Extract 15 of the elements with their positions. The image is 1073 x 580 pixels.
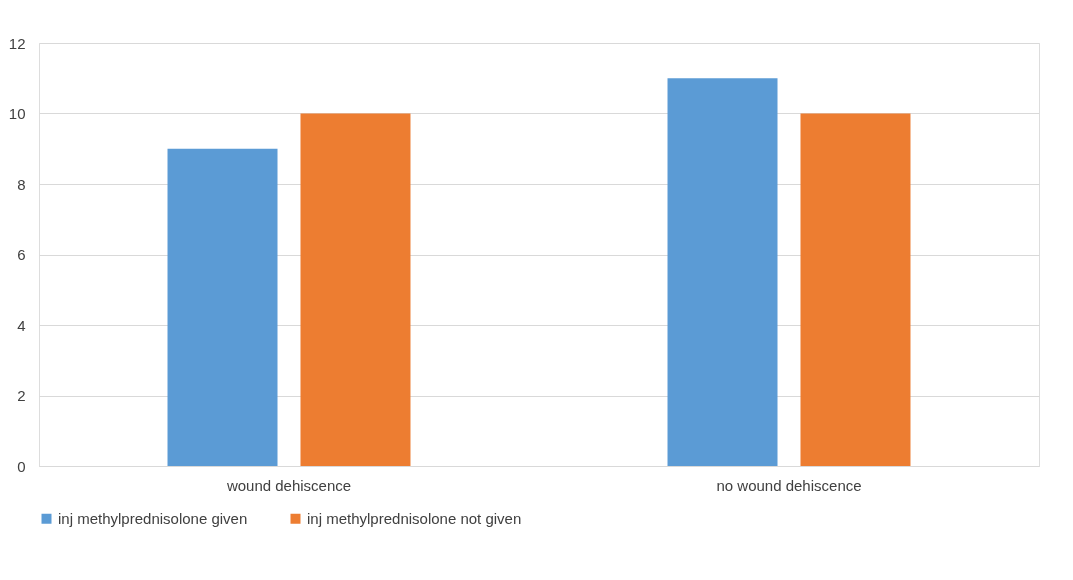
legend-label: inj methylprednisolone not given [307, 509, 522, 527]
y-tick-label: 4 [17, 316, 26, 334]
legend-label: inj methylprednisolone given [58, 509, 248, 527]
bar [300, 113, 411, 466]
x-tick-label: wound dehiscence [225, 476, 352, 494]
y-tick-label: 8 [17, 175, 26, 193]
x-tick-label: no wound dehiscence [716, 476, 862, 494]
bar [167, 148, 278, 466]
y-tick-label: 12 [8, 34, 26, 52]
y-tick-label: 2 [17, 387, 26, 404]
bar [667, 78, 778, 466]
y-tick-label: 6 [17, 246, 26, 263]
y-tick-label: 0 [17, 457, 26, 475]
bar [800, 113, 911, 466]
y-tick-label: 10 [8, 105, 26, 122]
